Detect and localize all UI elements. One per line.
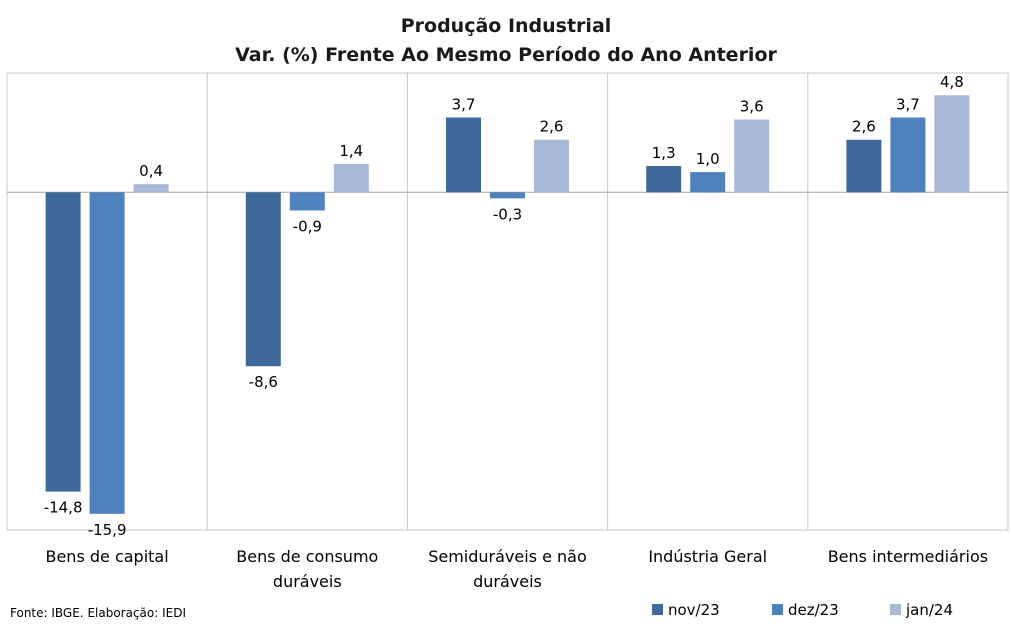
plot-area — [6, 72, 1009, 531]
bar — [846, 139, 882, 193]
legend-label: dez/23 — [788, 601, 839, 619]
bar — [289, 192, 325, 211]
data-label: 1,4 — [339, 142, 363, 160]
data-label: 4,8 — [940, 73, 964, 91]
legend-label: nov/23 — [668, 601, 720, 619]
legend-swatch — [772, 604, 783, 615]
category-label: duráveis — [473, 572, 542, 591]
bar — [690, 172, 726, 193]
category-labels: Bens de capital Bens de consumo duráveis Se… — [45, 547, 988, 591]
bar — [734, 119, 770, 193]
bar — [446, 117, 481, 193]
source-note: Fonte: IBGE. Elaboração: IEDI — [10, 606, 186, 620]
legend: nov/23 dez/23 jan/24 — [652, 601, 953, 619]
legend-label: jan/24 — [905, 601, 953, 619]
bars — [45, 95, 970, 514]
category-label: Bens intermediários — [828, 547, 988, 566]
data-label: 3,7 — [452, 95, 476, 113]
data-label: 2,6 — [540, 118, 564, 136]
category-label: Bens de consumo — [236, 547, 378, 566]
bar — [890, 117, 926, 193]
bar — [45, 192, 81, 492]
data-label: -0,9 — [293, 218, 322, 236]
bar — [133, 184, 169, 193]
data-label: -15,9 — [88, 521, 127, 539]
data-label: 0,4 — [139, 162, 163, 180]
bar — [934, 95, 970, 193]
bar — [245, 192, 281, 367]
data-label: 3,6 — [740, 98, 764, 116]
data-label: 1,0 — [696, 150, 720, 168]
bar — [490, 192, 525, 199]
data-label: 2,6 — [852, 118, 876, 136]
chart-title: Produção Industrial Var. (%) Frente Ao M… — [235, 15, 777, 66]
bar — [89, 192, 125, 514]
data-label: 1,3 — [652, 144, 676, 162]
data-label: 3,7 — [896, 95, 920, 113]
bar — [646, 166, 682, 193]
category-label: duráveis — [273, 572, 342, 591]
category-label: Bens de capital — [45, 547, 168, 566]
bar — [534, 139, 569, 193]
plot-border — [6, 72, 1009, 531]
legend-swatch — [890, 604, 901, 615]
legend-swatch — [652, 604, 663, 615]
chart-title-line-1: Produção Industrial — [401, 15, 612, 37]
data-label: -0,3 — [493, 205, 522, 223]
data-label: -14,8 — [44, 499, 83, 517]
category-label: Indústria Geral — [648, 547, 767, 566]
category-label: Semiduráveis e não — [428, 547, 587, 566]
bar — [333, 163, 369, 193]
chart-title-line-2: Var. (%) Frente Ao Mesmo Período do Ano … — [235, 44, 777, 66]
data-labels: -14,8 -15,9 0,4 -8,6 -0,9 1,4 3,7 -0,3 2,6 1,3 1,0… — [44, 73, 964, 539]
data-label: -8,6 — [249, 373, 278, 391]
